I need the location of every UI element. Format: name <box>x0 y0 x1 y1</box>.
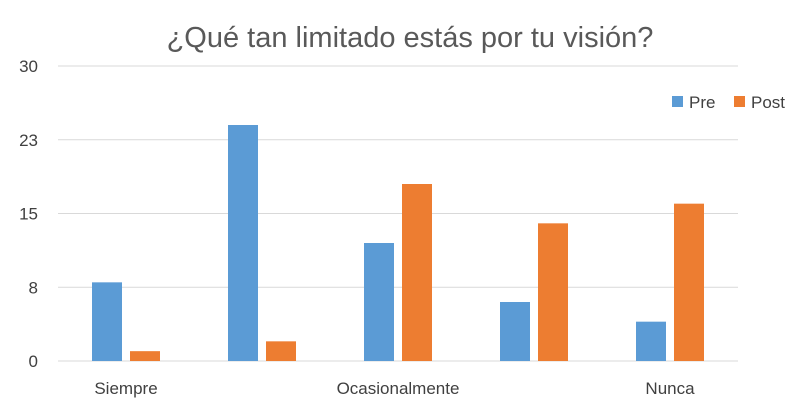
x-category-label: Siempre <box>94 379 157 398</box>
y-tick-label: 0 <box>29 352 38 371</box>
y-tick-label: 23 <box>19 131 38 150</box>
bar-pre-3 <box>500 302 530 361</box>
x-axis-categories: Siempre Ocasionalmente Nunca <box>94 379 695 398</box>
bar-pre-4 <box>636 321 666 361</box>
legend-swatch-post <box>734 96 745 107</box>
bars <box>92 125 704 361</box>
gridlines <box>58 65 738 362</box>
bar-post-3 <box>538 223 568 361</box>
y-axis-ticks: 0 8 15 23 30 <box>19 57 38 371</box>
x-category-label: Ocasionalmente <box>337 379 460 398</box>
legend-label-pre: Pre <box>689 93 715 112</box>
bar-post-4 <box>674 203 704 361</box>
bar-pre-0 <box>92 282 122 361</box>
x-category-label: Nunca <box>645 379 695 398</box>
y-tick-label: 15 <box>19 205 38 224</box>
legend: Pre Post <box>672 93 785 112</box>
y-tick-label: 30 <box>19 57 38 76</box>
bar-post-1 <box>266 341 296 361</box>
chart-title: ¿Qué tan limitado estás por tu visión? <box>167 22 654 54</box>
bar-pre-1 <box>228 125 258 361</box>
bar-pre-2 <box>364 243 394 361</box>
y-tick-label: 8 <box>29 278 38 297</box>
legend-swatch-pre <box>672 96 683 107</box>
bar-post-0 <box>130 351 160 361</box>
legend-label-post: Post <box>751 93 785 112</box>
bar-post-2 <box>402 184 432 361</box>
